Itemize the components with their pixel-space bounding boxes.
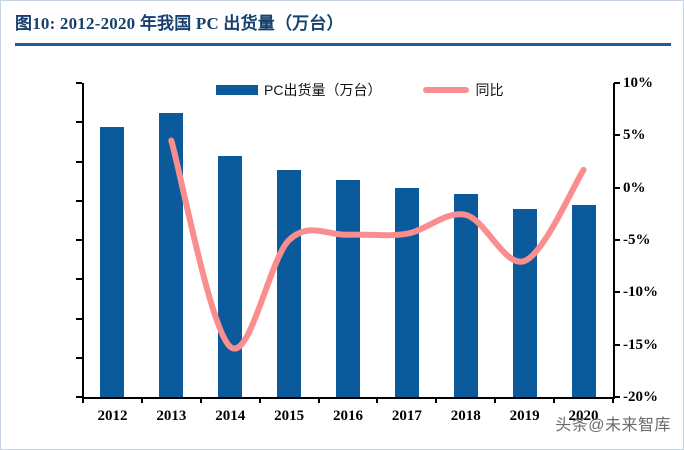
x-axis-label: 2016 bbox=[333, 408, 363, 424]
bar-2014 bbox=[218, 156, 243, 397]
title-divider bbox=[15, 43, 671, 46]
x-axis-label: 2020 bbox=[568, 408, 599, 424]
page-title: 图10: 2012-2020 年我国 PC 出货量（万台） bbox=[15, 14, 344, 33]
y-axis-left-tick bbox=[76, 160, 82, 163]
x-axis-label: 2019 bbox=[509, 408, 540, 424]
legend-label-bar: PC出货量（万台） bbox=[264, 82, 382, 98]
bar-2012 bbox=[100, 126, 125, 397]
x-axis-label: 2015 bbox=[274, 408, 305, 424]
y-axis-right-tick bbox=[614, 343, 620, 346]
x-axis-tick bbox=[199, 397, 202, 403]
x-axis-label: 2013 bbox=[156, 408, 187, 424]
x-axis-tick bbox=[82, 397, 84, 403]
y-axis-right-label: -5% bbox=[623, 232, 651, 248]
legend-item-line: 同比 bbox=[423, 80, 503, 100]
bar-2018 bbox=[453, 194, 478, 397]
x-axis-tick bbox=[435, 397, 438, 403]
y-axis-left-tick bbox=[76, 356, 82, 359]
legend-swatch-bar-icon bbox=[216, 85, 258, 95]
chart-legend: PC出货量（万台） 同比 bbox=[216, 79, 556, 101]
y-axis-left-tick bbox=[76, 239, 82, 241]
title-block: 图10: 2012-2020 年我国 PC 出货量（万台） bbox=[15, 13, 671, 53]
y-axis-right-tick bbox=[614, 186, 620, 189]
y-axis-left-tick bbox=[76, 199, 82, 202]
y-axis-left-tick bbox=[76, 121, 82, 124]
y-axis-right-tick bbox=[614, 396, 620, 398]
y-axis-left-tick bbox=[76, 396, 82, 398]
y-axis-right-tick bbox=[614, 291, 620, 294]
legend-item-bar: PC出货量（万台） bbox=[216, 80, 381, 100]
y-axis-right-label: -15% bbox=[623, 336, 658, 353]
bar-2015 bbox=[277, 170, 302, 397]
x-axis-label: 2012 bbox=[97, 408, 128, 424]
y-axis-right-label: 10% bbox=[623, 75, 653, 91]
x-axis-tick bbox=[553, 397, 556, 403]
y-axis-right-tick bbox=[614, 134, 620, 137]
x-axis-tick bbox=[258, 397, 261, 403]
bar-2013 bbox=[159, 112, 184, 397]
bar-2020 bbox=[571, 205, 596, 397]
x-axis-label: 2014 bbox=[215, 408, 246, 424]
x-axis-tick bbox=[494, 397, 497, 403]
y-axis-left-tick bbox=[76, 82, 82, 84]
y-axis-right-tick bbox=[614, 239, 620, 241]
y-axis-right-label: 5% bbox=[623, 127, 646, 144]
y-axis-right-label: -20% bbox=[623, 389, 658, 405]
x-axis-tick bbox=[376, 397, 379, 403]
plot-area bbox=[76, 82, 620, 403]
y-axis-right-tick bbox=[614, 82, 620, 84]
x-axis-tick bbox=[612, 397, 614, 403]
watermark: 头条@未来智库 bbox=[555, 417, 671, 434]
y-axis-left-tick bbox=[76, 278, 82, 281]
legend-label-line: 同比 bbox=[475, 82, 504, 98]
y-axis-right-label: 0% bbox=[623, 179, 646, 196]
bar-2016 bbox=[336, 180, 360, 397]
x-axis-tick bbox=[317, 397, 320, 403]
x-axis bbox=[82, 397, 615, 399]
y-axis-left bbox=[82, 83, 84, 398]
y-axis-left-tick bbox=[76, 317, 82, 320]
x-axis-label: 2017 bbox=[391, 408, 422, 424]
x-axis-tick bbox=[140, 397, 143, 403]
legend-swatch-line-icon bbox=[423, 87, 470, 93]
bar-2017 bbox=[394, 188, 419, 397]
bar-2019 bbox=[512, 208, 537, 397]
y-axis-right-label: -10% bbox=[623, 284, 658, 301]
x-axis-label: 2018 bbox=[450, 408, 481, 424]
